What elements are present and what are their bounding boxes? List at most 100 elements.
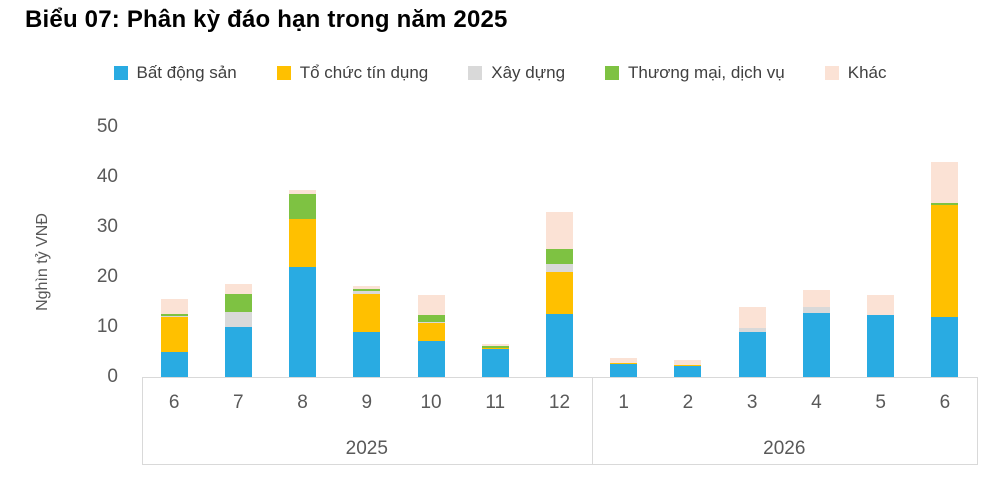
legend-label: Bất động sản [136,63,237,82]
bar-segment-series-2 [160,315,188,317]
bar-segment-series-4 [546,211,573,250]
axis-group-divider [591,376,593,464]
bar-segment-series-3 [353,289,381,291]
bar-segment-series-0 [546,314,573,377]
x-axis-line [142,376,977,378]
bar-6-2026 [931,161,959,377]
x-tick-month: 12 [548,392,571,413]
x-tick-year: 2026 [763,438,806,459]
bar-8-2025 [289,190,317,377]
bar-segment-series-2 [738,327,766,332]
x-tick-month: 11 [485,392,506,413]
bar-segment-series-0 [160,351,188,377]
legend-swatch-icon [276,66,291,80]
bar-11-2025 [481,344,509,377]
legend-item-4: Khác [824,63,887,83]
bar-segment-series-4 [224,284,252,295]
bar-segment-series-0 [867,314,895,377]
bar-segment-series-4 [738,306,766,328]
x-tick-month: 10 [420,392,442,413]
bar-segment-series-1 [674,364,702,366]
bar-7-2025 [224,284,252,377]
bar-3-2026 [738,306,766,377]
bar-segment-series-0 [802,313,830,377]
axis-box-left [142,376,143,464]
chart-title: Biểu 07: Phân kỳ đáo hạn trong năm 2025 [25,6,508,33]
bar-segment-series-1 [546,271,573,315]
bar-segment-series-1 [610,362,638,364]
bar-segment-series-2 [224,311,252,327]
bar-segment-series-1 [417,323,445,341]
bar-segment-series-0 [353,331,381,377]
bar-5-2026 [867,294,895,377]
bar-segment-series-0 [674,365,702,377]
bar-10-2025 [417,294,445,377]
legend-swatch-icon [113,66,128,80]
bar-segment-series-2 [417,322,445,324]
bar-4-2026 [802,289,830,377]
legend-label: Xây dựng [491,63,566,82]
legend-item-1: Tổ chức tín dụng [276,63,429,83]
bar-1-2026 [610,357,638,377]
axis-box-right [977,376,978,464]
y-axis-title: Nghìn tỷ VNĐ [34,213,51,311]
bar-segment-series-0 [610,363,638,377]
plot-area [142,127,977,377]
bar-segment-series-3 [417,314,445,323]
bar-segment-series-1 [160,316,188,352]
legend-label: Khác [847,63,887,82]
y-tick-label: 10 [96,315,118,337]
y-tick-label: 40 [96,165,118,187]
bar-6-2025 [160,298,188,377]
y-tick-label: 30 [96,215,118,237]
bar-segment-series-4 [802,289,830,308]
chart-legend: Bất động sản Tổ chức tín dụng Xây dựng Thươ… [0,58,1000,88]
axis-box-bottom [142,464,978,465]
bar-2-2026 [674,360,702,377]
bar-segment-series-4 [289,190,317,195]
x-tick-month: 7 [233,392,244,413]
bar-segment-series-4 [481,344,509,347]
legend-swatch-icon [605,66,620,80]
legend-item-0: Bất động sản [113,63,237,83]
x-tick-month: 6 [168,392,180,413]
x-tick-year: 2025 [345,438,388,459]
bar-segment-series-1 [481,347,509,350]
x-tick-month: 3 [746,392,758,413]
legend-item-2: Xây dựng [468,63,565,83]
bar-segment-series-4 [674,360,702,365]
x-tick-month: 9 [361,392,373,413]
legend-item-3: Thương mại, dịch vụ [605,63,785,83]
bar-segment-series-3 [289,194,317,220]
bar-segment-series-3 [481,346,509,348]
bar-segment-series-3 [160,313,188,316]
bar-segment-series-3 [546,249,573,265]
y-tick-label: 0 [107,365,118,387]
bar-segment-series-2 [802,307,830,314]
bar-segment-series-3 [224,294,252,312]
bar-segment-series-4 [867,294,895,315]
bar-segment-series-4 [160,298,188,314]
bar-segment-series-0 [289,266,317,377]
legend-label: Thương mại, dịch vụ [628,63,785,82]
bar-segment-series-4 [931,161,959,204]
bar-segment-series-0 [738,331,766,377]
bar-segment-series-1 [931,205,959,317]
x-tick-month: 6 [939,392,951,413]
bar-segment-series-0 [931,316,959,377]
x-tick-month: 8 [297,392,308,413]
bar-segment-series-0 [417,340,445,377]
bar-9-2025 [353,285,381,377]
bar-segment-series-2 [353,290,381,295]
bar-segment-series-0 [224,326,252,377]
x-tick-month: 5 [875,392,886,413]
x-tick-month: 2 [682,392,694,413]
bar-segment-series-4 [610,357,638,363]
bar-segment-series-4 [353,285,381,290]
legend-label: Tổ chức tín dụng [299,63,429,82]
legend-swatch-icon [468,66,483,80]
bar-segment-series-3 [931,203,959,206]
bar-segment-series-0 [481,349,509,377]
bar-12-2025 [546,211,573,377]
